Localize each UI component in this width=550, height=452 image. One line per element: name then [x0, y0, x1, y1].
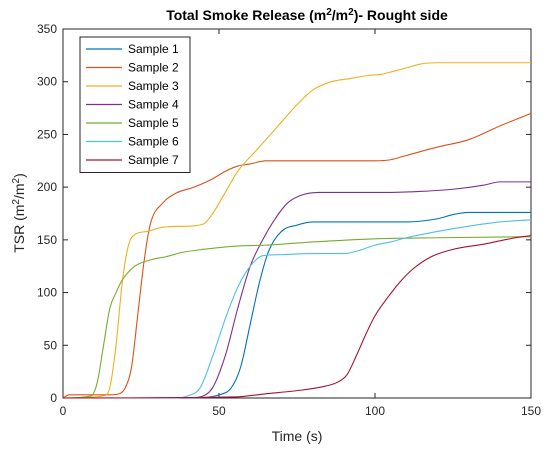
series-line-2: [62, 112, 532, 399]
legend-label: Sample 6: [128, 135, 179, 149]
series-line-7: [62, 235, 532, 399]
y-tick-label: 100: [37, 286, 57, 300]
chart-title: Total Smoke Release (m2/m2)- Rought side: [166, 7, 448, 23]
y-tick-label: 200: [37, 180, 57, 194]
legend-label: Sample 2: [128, 61, 179, 75]
legend-label: Sample 5: [128, 116, 179, 130]
series-line-4: [63, 181, 531, 399]
x-tick-label: 0: [60, 404, 67, 418]
x-axis-label: Time (s): [272, 428, 323, 444]
series-line-5: [62, 236, 532, 399]
series-line-1: [63, 211, 531, 399]
y-tick-label: 150: [37, 233, 57, 247]
x-tick-label: 50: [212, 404, 226, 418]
y-tick-label: 0: [50, 391, 57, 405]
legend-label: Sample 4: [128, 98, 179, 112]
y-tick-label: 250: [37, 127, 57, 141]
series-line-6: [63, 219, 532, 399]
legend-label: Sample 1: [128, 42, 179, 56]
series-lines: [62, 62, 532, 399]
series-line-3: [62, 62, 531, 399]
x-tick-label: 100: [365, 404, 385, 418]
legend-label: Sample 3: [128, 79, 179, 93]
y-tick-label: 300: [37, 75, 57, 89]
legend-label: Sample 7: [128, 153, 179, 167]
y-axis-label: TSR (m2/m2): [11, 173, 27, 253]
y-tick-label: 350: [37, 22, 57, 36]
y-tick-label: 50: [44, 338, 58, 352]
axis-ticks: 0 50 100 150 0 50 100 150 200 250 300 350: [37, 22, 541, 418]
legend: Sample 1 Sample 2 Sample 3 Sample 4 Sample 5…: [79, 36, 191, 173]
x-tick-label: 150: [521, 404, 541, 418]
